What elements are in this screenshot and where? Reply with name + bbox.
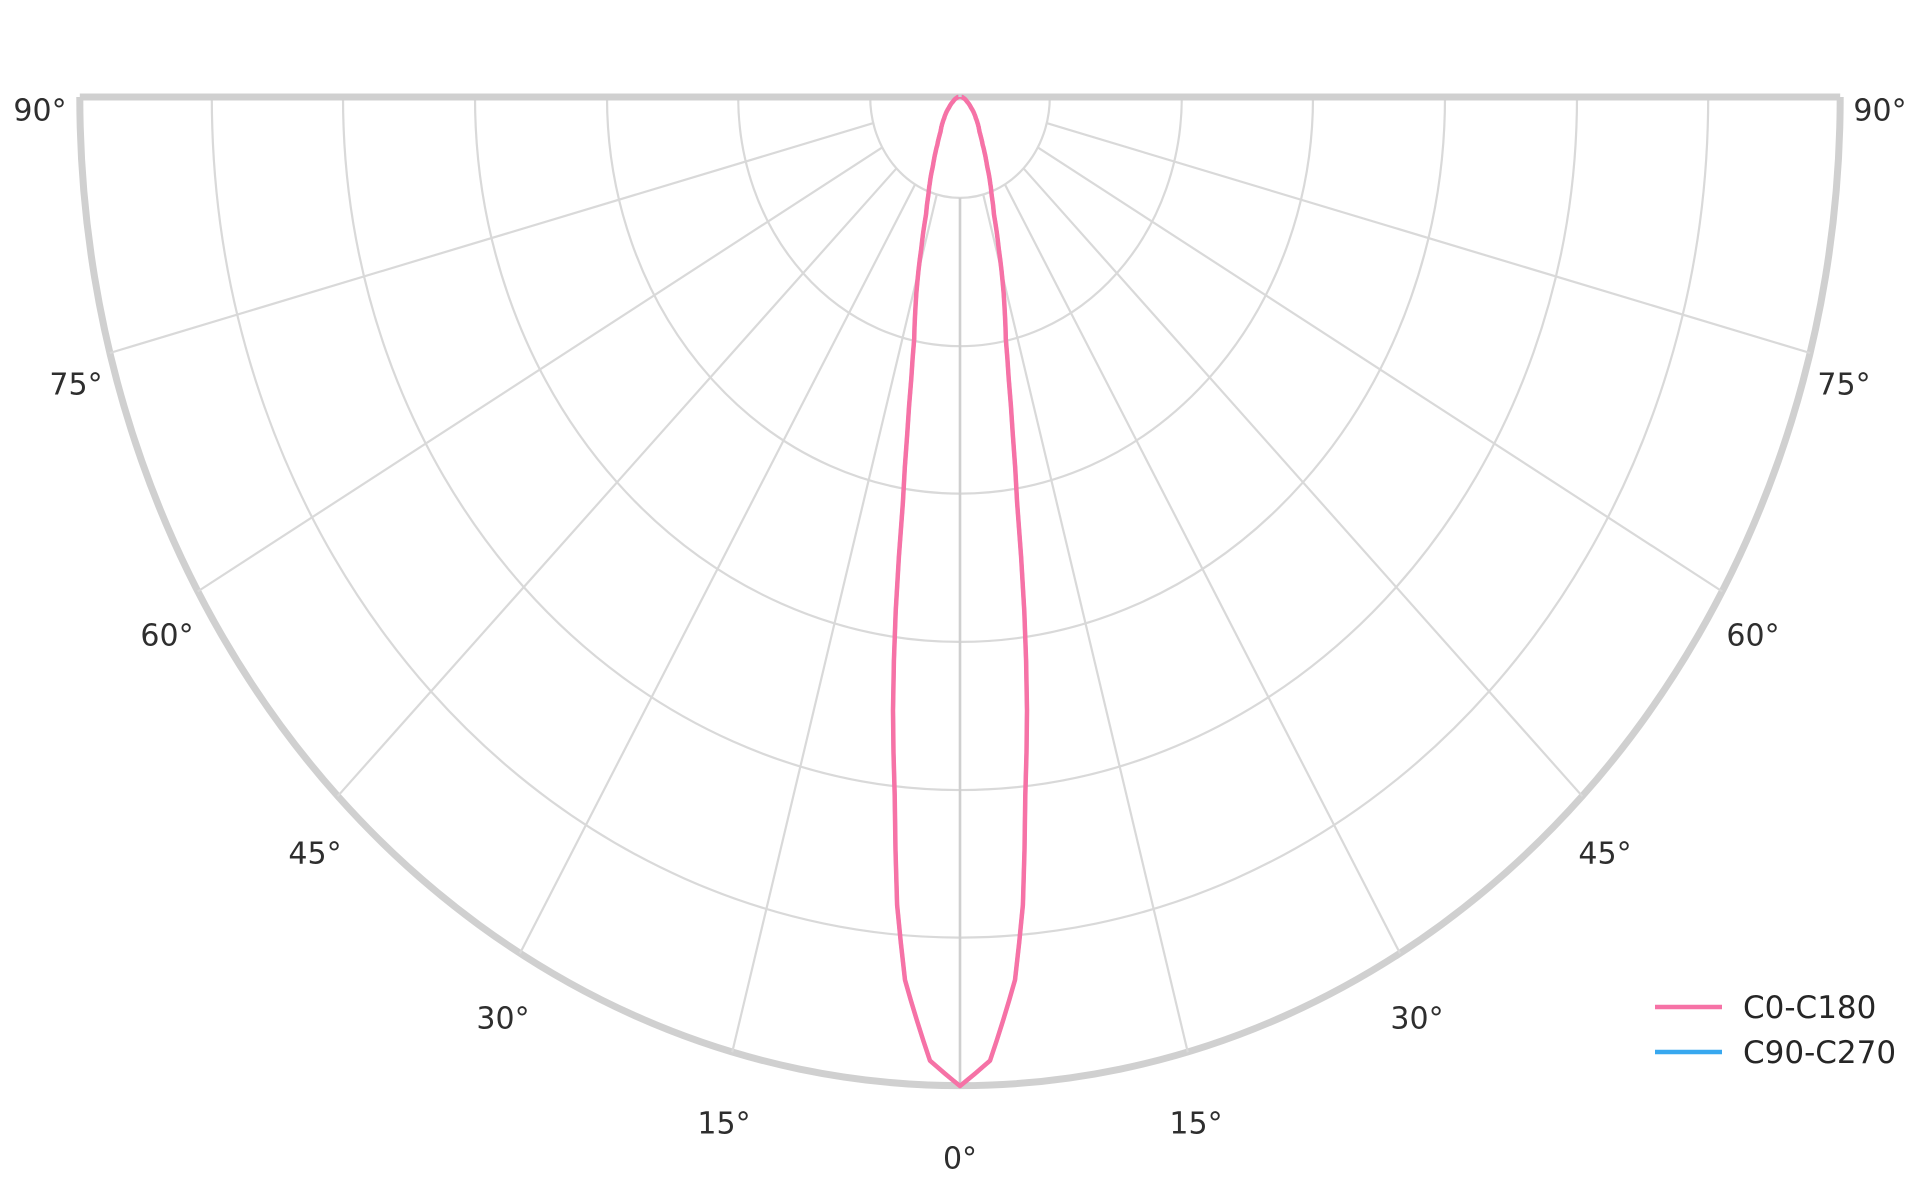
radial-gridline-60-right [1037, 146, 1723, 593]
radial-gridline-45-left [336, 167, 898, 798]
angle-tick-label-30-right: 30° [1390, 1002, 1443, 1037]
radial-gridline-75-left [109, 122, 874, 355]
angle-tick-label-75-right: 75° [1817, 368, 1870, 403]
angle-tick-label-15-left: 15° [697, 1107, 750, 1142]
radial-gridline-60-left [197, 146, 883, 593]
radial-gridline-45-right [1022, 167, 1584, 798]
radial-gridline-30-right [1003, 183, 1402, 955]
angle-tick-label-75-left: 75° [49, 368, 102, 403]
angle-tick-label-15-right: 15° [1169, 1107, 1222, 1142]
angle-tick-label-45-left: 45° [288, 837, 341, 872]
angle-tick-label-60-left: 60° [140, 619, 193, 654]
radial-gridline-75-right [1046, 122, 1811, 355]
angle-tick-label-90-left: 90° [13, 94, 66, 129]
legend-label-c90-c270: C90-C270 [1743, 1035, 1896, 1071]
angle-tick-label-45-right: 45° [1578, 837, 1631, 872]
angle-tick-label-30-left: 30° [476, 1002, 529, 1037]
angle-tick-label-60-right: 60° [1726, 619, 1779, 654]
radial-gridline-30-left [518, 183, 917, 955]
radial-gridline-15-left [731, 194, 938, 1053]
legend-label-c0-c180: C0-C180 [1743, 990, 1876, 1026]
angle-tick-label-90-right: 90° [1853, 94, 1906, 129]
radial-gridline-15-right [982, 194, 1189, 1053]
angle-tick-label-0: 0° [943, 1142, 977, 1177]
curve-c0-c180 [890, 94, 1030, 1089]
